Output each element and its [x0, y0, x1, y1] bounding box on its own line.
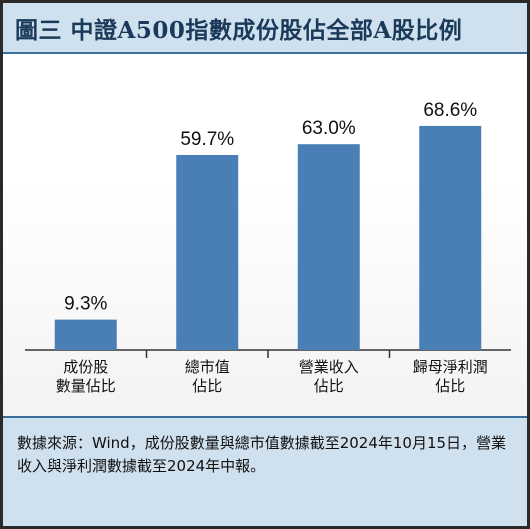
category-label-1-line-1: 成份股 — [63, 358, 108, 376]
data-label-3: 63.0% — [302, 118, 356, 139]
category-label-1-line-2: 數量佔比 — [56, 377, 116, 395]
chart-area: 9.3% 成份股 數量佔比 59.7% 總市值 佔比 63.0% 營業收入 佔比 68.6% 歸母淨… — [3, 54, 527, 416]
source-panel: 數據來源：Wind，成份股數量與總市值數據截至2024年10月15日，營業收入與… — [3, 416, 527, 526]
title-bar: 圖三 中證A500指數成份股佔全部A股比例 — [3, 3, 527, 54]
category-label-4-line-1: 歸母淨利潤 — [413, 358, 488, 376]
bar-3 — [297, 144, 360, 350]
category-label-2-line-1: 總市值 — [185, 358, 230, 376]
bar-2 — [176, 154, 239, 350]
data-label-2: 59.7% — [180, 129, 234, 150]
category-label-3-line-1: 營業收入 — [299, 358, 359, 376]
bar-4 — [419, 125, 482, 350]
category-label-4-line-2: 佔比 — [435, 377, 465, 395]
category-label-2-line-2: 佔比 — [192, 377, 222, 395]
chart-title: 圖三 中證A500指數成份股佔全部A股比例 — [15, 16, 463, 44]
bar-1 — [54, 319, 117, 350]
bar-chart: 9.3%成份股數量佔比59.7%總市值佔比63.0%營業收入佔比68.6%歸母淨… — [25, 100, 511, 395]
data-label-4: 68.6% — [423, 100, 477, 121]
data-label-1: 9.3% — [64, 294, 107, 315]
category-label-3-line-2: 佔比 — [314, 377, 344, 395]
source-note: 數據來源：Wind，成份股數量與總市值數據截至2024年10月15日，營業收入與… — [17, 434, 507, 475]
